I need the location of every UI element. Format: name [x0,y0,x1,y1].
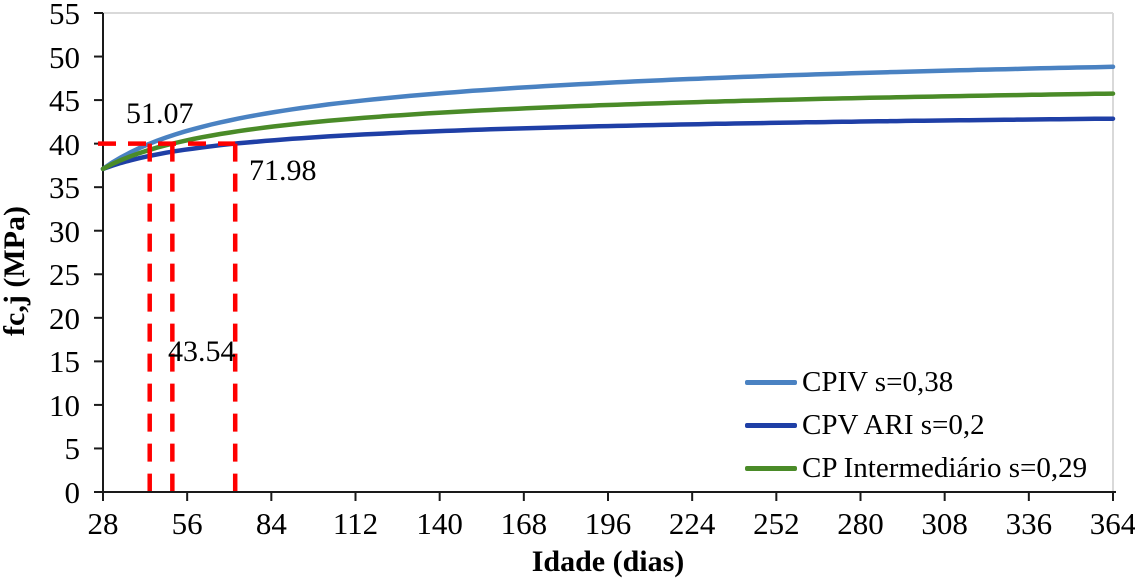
y-tick-label: 25 [49,257,80,293]
x-tick-label: 336 [1005,506,1053,541]
y-tick-label: 10 [49,387,80,423]
x-tick-label: 252 [753,506,800,541]
x-tick-label: 280 [837,506,884,541]
x-tick-label: 84 [255,506,287,541]
legend-line-swatch [745,423,797,428]
y-tick-label: 45 [49,83,80,119]
y-tick-label: 40 [49,126,80,162]
x-tick-label: 308 [921,506,968,541]
legend-item: CP Intermediário s=0,29 [745,447,1087,490]
x-tick-label: 196 [584,506,632,541]
x-tick-label: 168 [500,506,548,541]
series-curve [100,64,1116,172]
legend-label: CPV ARI s=0,2 [802,409,985,441]
y-tick-label: 35 [49,170,80,206]
x-tick-label: 56 [171,506,203,541]
x-tick-label: 112 [332,506,379,541]
annotation-crossing-71-98: 71.98 [249,154,317,187]
y-tick-label: 5 [64,431,81,467]
annotation-crossing-43-54: 43.54 [168,335,236,368]
series-curve [100,91,1116,172]
x-tick-label: 140 [416,506,463,541]
series-curve [100,116,1116,172]
y-tick-label: 55 [49,0,80,31]
x-tick-label: 28 [87,506,119,541]
legend-line-swatch [745,466,797,471]
y-tick-label: 15 [49,344,80,380]
x-axis-title: Idade (dias) [531,545,685,578]
x-tick-label: 364 [1089,506,1135,541]
legend-item: CPIV s=0,38 [745,361,1087,404]
legend-line-swatch [745,380,797,385]
y-tick-label: 30 [49,213,80,249]
legend-label: CP Intermediário s=0,29 [802,452,1088,484]
y-tick-label: 50 [49,39,80,75]
y-tick-label: 0 [64,475,81,510]
legend: CPIV s=0,38 CPV ARI s=0,2 CP Intermediário… [745,361,1087,490]
annotation-crossing-51-07: 51.07 [126,97,194,130]
legend-label: CPIV s=0,38 [802,366,954,398]
x-tick-label: 224 [668,506,716,541]
legend-item: CPV ARI s=0,2 [745,404,1087,447]
y-tick-label: 20 [49,300,80,336]
